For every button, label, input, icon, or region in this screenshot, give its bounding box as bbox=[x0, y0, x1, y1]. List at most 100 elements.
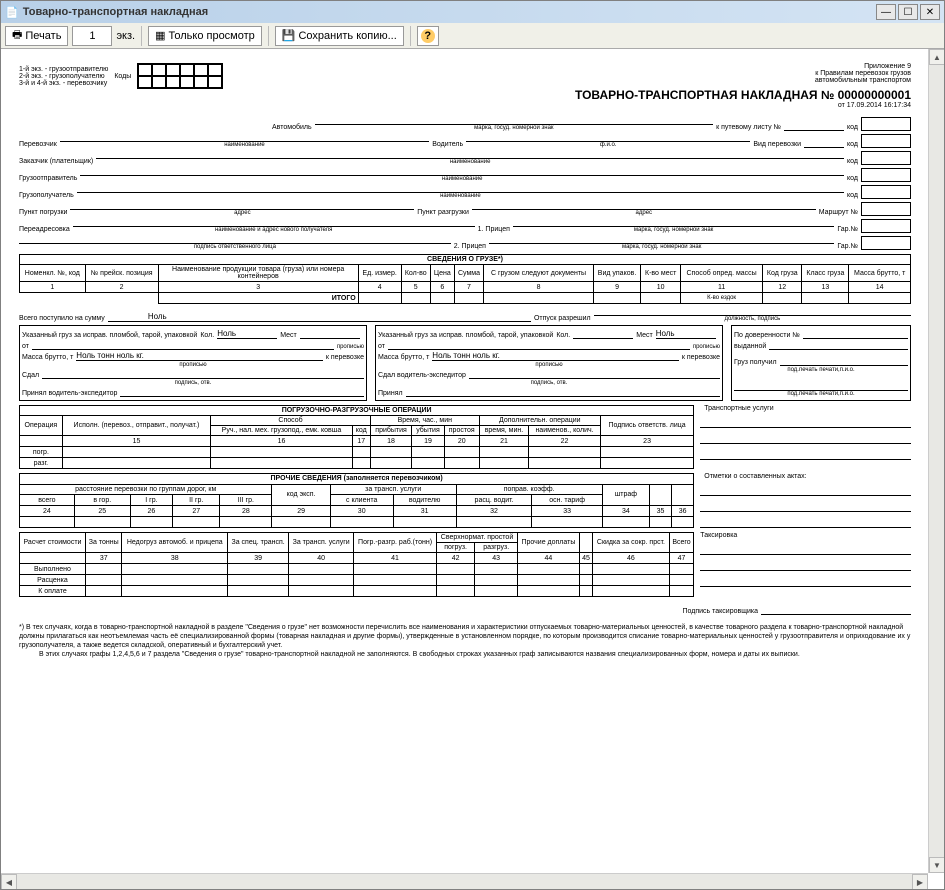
ch: Вид упаков. bbox=[593, 265, 641, 282]
kod-label: код bbox=[847, 158, 858, 165]
save-icon: 💾 bbox=[282, 29, 296, 42]
osh: штраф bbox=[602, 484, 649, 505]
ug: Указанный груз за исправ. пломбой, тарой… bbox=[22, 332, 197, 339]
kp: к перевозке bbox=[326, 354, 364, 361]
cn: 12 bbox=[763, 282, 802, 293]
ch: Кол-во bbox=[401, 265, 430, 282]
horizontal-scrollbar[interactable]: ◀ ▶ bbox=[1, 873, 928, 889]
copies-input[interactable] bbox=[72, 26, 112, 46]
fn1: *) В тех случаях, когда в товарно-трансп… bbox=[19, 623, 911, 650]
u bbox=[573, 329, 633, 339]
ch: К-во мест bbox=[641, 265, 681, 282]
taks: Таксировка bbox=[700, 532, 911, 539]
crg: разгруз. bbox=[475, 543, 518, 553]
on: 26 bbox=[130, 506, 172, 517]
cpd: Прочие доплаты bbox=[518, 533, 580, 553]
toolbar: 🖶Печать экз. ▦Только просмотр 💾Сохранить… bbox=[1, 23, 944, 49]
otm: Отметки о составленных актах: bbox=[704, 473, 911, 480]
cn: 5 bbox=[401, 282, 430, 293]
voditel-sub: ф.и.о. bbox=[466, 142, 750, 148]
ovg: в гор. bbox=[74, 495, 130, 506]
codebox bbox=[861, 117, 911, 131]
loading-table: ПОГРУЗОЧНО-РАЗГРУЗОЧНЫЕ ОПЕРАЦИИ Операци… bbox=[19, 405, 694, 469]
ln: 22 bbox=[529, 436, 601, 447]
codebox bbox=[861, 219, 911, 233]
scroll-right-button[interactable]: ▶ bbox=[912, 874, 928, 889]
oke: код эксп. bbox=[272, 484, 330, 505]
vertical-scrollbar[interactable]: ▲ ▼ bbox=[928, 49, 944, 873]
cvs: Всего bbox=[669, 533, 694, 553]
podpis-otv: подпись ответственного лица bbox=[19, 244, 451, 250]
punkt-razgruzki: Пункт разгрузки bbox=[417, 209, 469, 216]
appendix: Приложение 9 bbox=[431, 63, 911, 70]
codebox bbox=[861, 168, 911, 182]
on: 28 bbox=[220, 506, 272, 517]
on: 25 bbox=[74, 506, 130, 517]
gruzootpravitel-sub: наименование bbox=[80, 176, 844, 182]
cn: 9 bbox=[593, 282, 641, 293]
kvo-ezdok: К-во ездок bbox=[681, 293, 763, 304]
cn: 42 bbox=[436, 553, 474, 564]
print-button[interactable]: 🖶Печать bbox=[5, 26, 68, 46]
maximize-button[interactable]: ☐ bbox=[898, 4, 918, 20]
scroll-down-button[interactable]: ▼ bbox=[929, 857, 944, 873]
mest2: Мест bbox=[636, 332, 653, 339]
cn: 40 bbox=[289, 553, 354, 564]
grid-icon: ▦ bbox=[155, 29, 165, 42]
ch: Способ опред. массы bbox=[681, 265, 763, 282]
k-putevomu: к путевому листу № bbox=[716, 124, 781, 131]
kod-label: код bbox=[847, 192, 858, 199]
pd: По доверенности № bbox=[734, 332, 800, 339]
ug2: Указанный груз за исправ. пломбой, тарой… bbox=[378, 332, 553, 339]
cargo-title: СВЕДЕНИЯ О ГРУЗЕ*) bbox=[20, 255, 911, 265]
ch: Цена bbox=[430, 265, 454, 282]
copy3: 3-й и 4-й экз. - перевозчику bbox=[19, 80, 108, 87]
ch: № прейск. позиция bbox=[85, 265, 158, 282]
save-copy-label: Сохранить копию... bbox=[298, 30, 396, 42]
save-copy-button[interactable]: 💾Сохранить копию... bbox=[275, 26, 404, 46]
cn: 38 bbox=[122, 553, 228, 564]
ps: подпись, отв. bbox=[22, 380, 364, 386]
zakazchik-label: Заказчик (плательщик) bbox=[19, 158, 93, 165]
cargo-table: СВЕДЕНИЯ О ГРУЗЕ*) Номенкл. №, код № пре… bbox=[19, 254, 911, 304]
gar2: Гар.№ bbox=[837, 243, 858, 250]
help-button[interactable]: ? bbox=[417, 26, 439, 46]
copy1: 1-й экз. - грузоотправителю bbox=[19, 66, 108, 73]
printer-icon: 🖶 bbox=[12, 26, 22, 45]
itogo: ИТОГО bbox=[158, 293, 358, 304]
gruzootpravitel-label: Грузоотправитель bbox=[19, 175, 77, 182]
cn: 14 bbox=[849, 282, 911, 293]
or: расстояние перевозки по группам дорог, к… bbox=[20, 484, 272, 495]
codebox bbox=[861, 151, 911, 165]
scroll-left-button[interactable]: ◀ bbox=[1, 874, 17, 889]
cvy: Выполнено bbox=[20, 564, 86, 575]
perevozchik-label: Перевозчик bbox=[19, 141, 57, 148]
ozt: за трансп. услуги bbox=[330, 484, 456, 495]
close-button[interactable]: ✕ bbox=[920, 4, 940, 20]
ln: 18 bbox=[370, 436, 411, 447]
codebox bbox=[861, 134, 911, 148]
nol-u2: Ноль bbox=[656, 329, 716, 339]
lvr: Время, час., мин bbox=[370, 416, 479, 426]
fn2: В этих случаях графы 1,2,4,5,6 и 7 разде… bbox=[19, 650, 911, 659]
kody-label: Коды bbox=[114, 73, 131, 80]
on: 30 bbox=[330, 506, 393, 517]
prop2: прописью bbox=[22, 362, 364, 368]
pp2: под.печать печати,п.и.о. bbox=[734, 391, 908, 397]
u bbox=[300, 329, 360, 339]
gar1: Гар.№ bbox=[837, 226, 858, 233]
scroll-up-button[interactable]: ▲ bbox=[929, 49, 944, 65]
lub: убытия bbox=[412, 426, 444, 436]
minimize-button[interactable]: — bbox=[876, 4, 896, 20]
print-label: Печать bbox=[25, 30, 61, 42]
doc-icon: 📄 bbox=[5, 6, 19, 19]
doc-date: от 17.09.2014 16:17:34 bbox=[431, 102, 911, 109]
sdal: Сдал bbox=[22, 372, 39, 379]
on: 33 bbox=[532, 506, 602, 517]
view-only-button[interactable]: ▦Только просмотр bbox=[148, 26, 262, 46]
nol: Ноль bbox=[108, 312, 167, 321]
vid-perevozki: Вид перевозки bbox=[753, 141, 801, 148]
other-title: ПРОЧИЕ СВЕДЕНИЯ (заполняется перевозчико… bbox=[20, 474, 694, 485]
codebox bbox=[861, 202, 911, 216]
cn: 3 bbox=[158, 282, 358, 293]
